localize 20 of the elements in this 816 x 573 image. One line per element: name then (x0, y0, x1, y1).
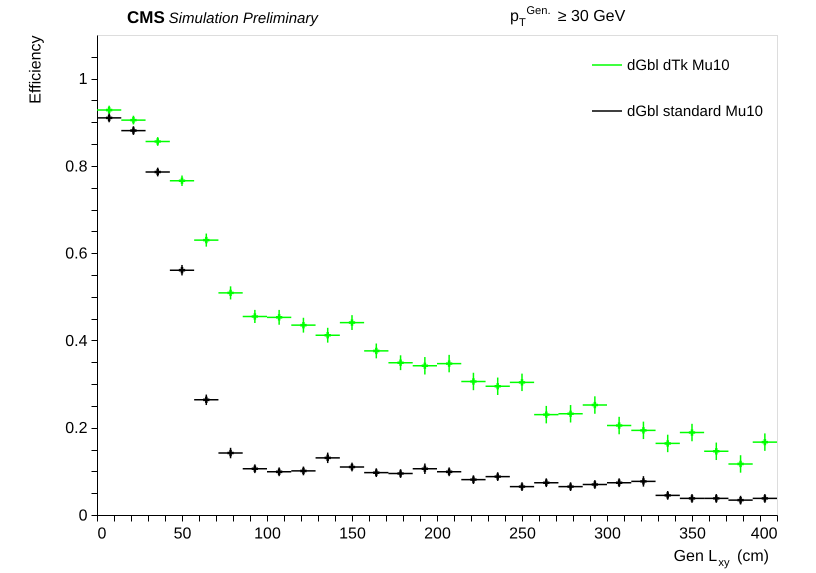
x-tick-label: 0 (98, 526, 106, 542)
x-tick-label: 400 (750, 526, 778, 542)
chart-title: CMS (127, 8, 165, 27)
x-tick-label: 100 (254, 526, 281, 542)
y-tick-label: 0.8 (65, 158, 88, 176)
y-axis-title: Efficiency (27, 36, 44, 104)
y-tick-label: 0.2 (65, 420, 88, 438)
y-tick-label: 0.4 (65, 332, 88, 350)
legend-label: dGbl dTk Mu10 (627, 57, 730, 74)
x-tick-label: 50 (174, 526, 192, 542)
x-tick-label: 350 (679, 526, 706, 542)
y-tick-label: 0.6 (65, 246, 88, 263)
y-tick-label: 0 (78, 508, 88, 524)
x-tick-label: 300 (594, 526, 621, 542)
x-tick-label: 150 (339, 526, 366, 542)
y-tick-label: 1 (78, 71, 88, 88)
x-tick-label: 250 (509, 526, 536, 542)
x-tick-label: 200 (424, 526, 451, 542)
chart-subtitle: Simulation Preliminary (168, 10, 320, 27)
legend-label: dGbl standard Mu10 (627, 103, 763, 120)
